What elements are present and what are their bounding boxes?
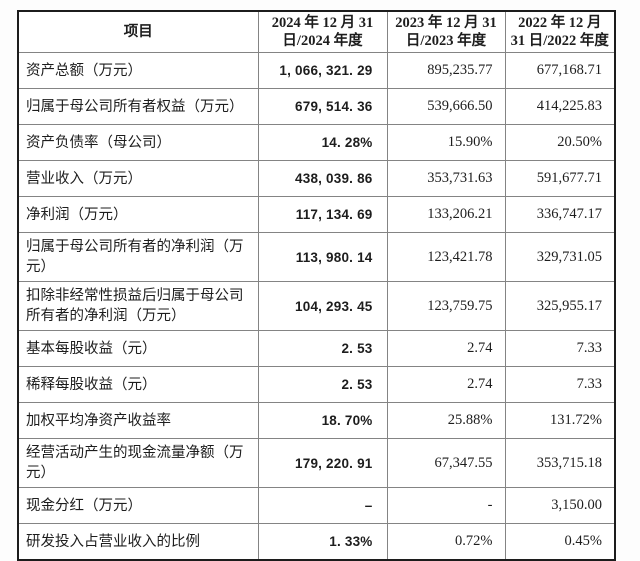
row-label: 扣除非经常性损益后归属于母公司所有者的净利润（万元）	[17, 281, 259, 331]
cell-2024: –	[257, 487, 388, 524]
table-row-parent-equity: 归属于母公司所有者权益（万元） 679, 514. 36 539,666.50 …	[17, 88, 616, 125]
cell-2024: 438, 039. 86	[257, 160, 388, 197]
financial-summary-table-wrap: 项目 2024 年 12 月 31 日/2024 年度 2023 年 12 月 …	[17, 10, 616, 561]
cell-2022: 131.72%	[504, 402, 616, 439]
table-row-debt-ratio: 资产负债率（母公司） 14. 28% 15.90% 20.50%	[17, 124, 616, 161]
cell-2024: 1. 33%	[257, 523, 388, 561]
cell-2024: 104, 293. 45	[257, 281, 388, 331]
header-row: 项目 2024 年 12 月 31 日/2024 年度 2023 年 12 月 …	[17, 10, 616, 53]
cell-2023: 15.90%	[386, 124, 506, 161]
row-label: 资产总额（万元）	[17, 52, 259, 89]
row-label: 加权平均净资产收益率	[17, 402, 259, 439]
column-header-2022-line2: 31 日/2022 年度	[510, 33, 609, 49]
row-label: 归属于母公司所有者权益（万元）	[17, 88, 259, 125]
cell-2022: 0.45%	[504, 523, 616, 561]
column-header-2024: 2024 年 12 月 31 日/2024 年度	[257, 10, 388, 53]
table-row-basic-eps: 基本每股收益（元） 2. 53 2.74 7.33	[17, 330, 616, 367]
column-header-2024-line1: 2024 年 12 月 31	[271, 15, 374, 31]
table-row-weighted-roe: 加权平均净资产收益率 18. 70% 25.88% 131.72%	[17, 402, 616, 439]
cell-2023: 353,731.63	[386, 160, 506, 197]
row-label: 稀释每股收益（元）	[17, 366, 259, 403]
cell-2022: 591,677.71	[504, 160, 616, 197]
cell-2022: 325,955.17	[504, 281, 616, 331]
cell-2022: 329,731.05	[504, 232, 616, 282]
cell-2022: 7.33	[504, 330, 616, 367]
cell-2023: 133,206.21	[386, 196, 506, 233]
row-label: 现金分红（万元）	[17, 487, 259, 524]
cell-2022: 414,225.83	[504, 88, 616, 125]
cell-2024: 679, 514. 36	[257, 88, 388, 125]
column-header-2023: 2023 年 12 月 31 日/2023 年度	[386, 10, 506, 53]
row-label: 资产负债率（母公司）	[17, 124, 259, 161]
financial-summary-table: 项目 2024 年 12 月 31 日/2024 年度 2023 年 12 月 …	[17, 10, 616, 561]
cell-2022: 677,168.71	[504, 52, 616, 89]
cell-2024: 18. 70%	[257, 402, 388, 439]
cell-2022: 336,747.17	[504, 196, 616, 233]
cell-2022: 20.50%	[504, 124, 616, 161]
cell-2022: 353,715.18	[504, 438, 616, 488]
column-header-item-label: 项目	[123, 24, 153, 40]
cell-2024: 113, 980. 14	[257, 232, 388, 282]
cell-2023: 539,666.50	[386, 88, 506, 125]
table-row-diluted-eps: 稀释每股收益（元） 2. 53 2.74 7.33	[17, 366, 616, 403]
cell-2024: 2. 53	[257, 330, 388, 367]
row-label: 经营活动产生的现金流量净额（万元）	[17, 438, 259, 488]
column-header-2022: 2022 年 12 月 31 日/2022 年度	[504, 10, 616, 53]
cell-2023: 895,235.77	[386, 52, 506, 89]
cell-2024: 14. 28%	[257, 124, 388, 161]
cell-2023: 0.72%	[386, 523, 506, 561]
cell-2023: 25.88%	[386, 402, 506, 439]
row-label: 营业收入（万元）	[17, 160, 259, 197]
row-label: 研发投入占营业收入的比例	[17, 523, 259, 561]
column-header-2023-line1: 2023 年 12 月 31	[395, 15, 497, 31]
column-header-item: 项目	[17, 10, 259, 53]
cell-2023: -	[386, 487, 506, 524]
column-header-2024-line2: 日/2024 年度	[282, 33, 363, 49]
cell-2023: 2.74	[386, 330, 506, 367]
cell-2023: 67,347.55	[386, 438, 506, 488]
cell-2024: 117, 134. 69	[257, 196, 388, 233]
row-label: 净利润（万元）	[17, 196, 259, 233]
cell-2022: 3,150.00	[504, 487, 616, 524]
table-row-net-profit: 净利润（万元） 117, 134. 69 133,206.21 336,747.…	[17, 196, 616, 233]
cell-2024: 2. 53	[257, 366, 388, 403]
column-header-2022-line1: 2022 年 12 月	[518, 15, 602, 31]
table-row-operating-cash-flow: 经营活动产生的现金流量净额（万元） 179, 220. 91 67,347.55…	[17, 438, 616, 488]
column-header-2023-line2: 日/2023 年度	[405, 33, 487, 49]
table-row-revenue: 营业收入（万元） 438, 039. 86 353,731.63 591,677…	[17, 160, 616, 197]
row-label: 归属于母公司所有者的净利润（万元）	[17, 232, 259, 282]
cell-2022: 7.33	[504, 366, 616, 403]
table-row-parent-net-profit: 归属于母公司所有者的净利润（万元） 113, 980. 14 123,421.7…	[17, 232, 616, 282]
table-row-total-assets: 资产总额（万元） 1, 066, 321. 29 895,235.77 677,…	[17, 52, 616, 89]
cell-2024: 1, 066, 321. 29	[257, 52, 388, 89]
cell-2023: 123,421.78	[386, 232, 506, 282]
cell-2024: 179, 220. 91	[257, 438, 388, 488]
row-label: 基本每股收益（元）	[17, 330, 259, 367]
table-row-rd-ratio: 研发投入占营业收入的比例 1. 33% 0.72% 0.45%	[17, 523, 616, 561]
table-row-cash-dividend: 现金分红（万元） – - 3,150.00	[17, 487, 616, 524]
cell-2023: 123,759.75	[386, 281, 506, 331]
cell-2023: 2.74	[386, 366, 506, 403]
table-row-deducted-net-profit: 扣除非经常性损益后归属于母公司所有者的净利润（万元） 104, 293. 45 …	[17, 281, 616, 331]
